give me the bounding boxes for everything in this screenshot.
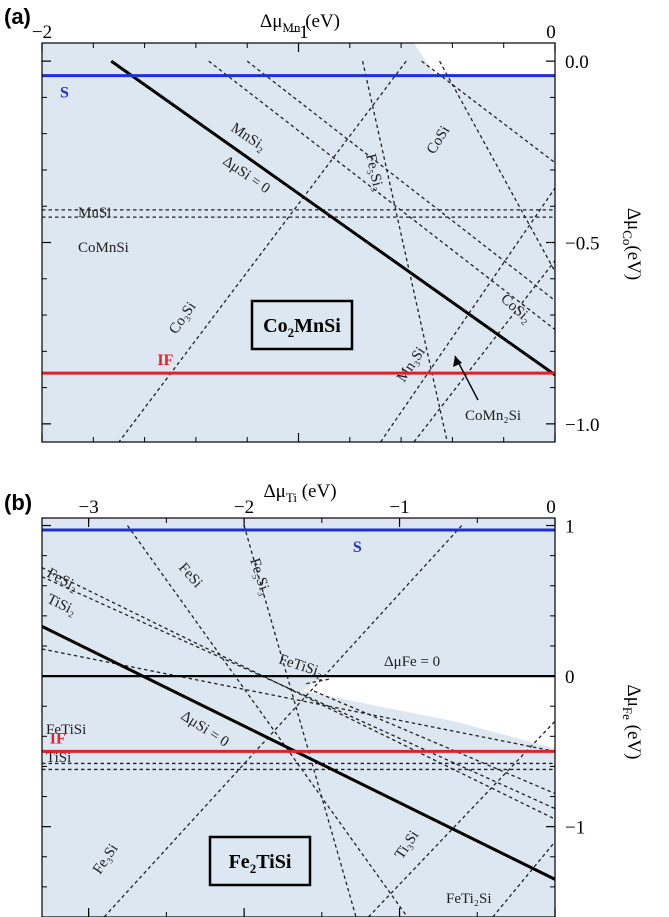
- stable-region: [42, 43, 555, 442]
- si-zero-line: [42, 625, 555, 881]
- x-tick-label: −2: [234, 497, 254, 518]
- x-tick-label: −3: [79, 497, 99, 518]
- y-tick-label: 0.0: [565, 52, 589, 73]
- boundary-line-cosi: [413, 260, 555, 442]
- boundary-line-cosi: [118, 60, 407, 442]
- compound-label: Co2MnSi: [263, 315, 341, 340]
- plot-frame: [41, 517, 556, 917]
- annotation-arrowhead: [453, 356, 462, 367]
- x-tick-label: 0: [546, 497, 556, 518]
- panel-b-letter: (b): [4, 490, 32, 515]
- x-tick-label: −2: [32, 22, 52, 43]
- x-tick-label: −1: [389, 497, 409, 518]
- boundary-label: MnSi: [78, 205, 111, 221]
- panel-a-x-axis-title: ΔμMn (eV): [260, 11, 340, 35]
- y-tick-label: −0.5: [565, 234, 599, 255]
- y-tick-label: −1.0: [565, 415, 599, 436]
- unstable-region: [303, 676, 555, 749]
- boundary-line-fesi: [361, 60, 448, 442]
- boundary-line-unlabeled2: [42, 648, 555, 753]
- y-tick-label: −1: [565, 818, 585, 839]
- boundary-line-mnsi: [208, 60, 555, 331]
- compound-label-box: [208, 835, 312, 887]
- level-label-s: S: [353, 539, 362, 556]
- boundary-line-unlabeled9: [439, 60, 555, 272]
- annotation-label: CoMn₂Si: [465, 408, 521, 424]
- panel-a-letter: (a): [4, 4, 31, 29]
- boundary-line-cosi: [421, 60, 555, 164]
- boundary-label: FeTiSi: [46, 722, 86, 738]
- level-label-if: IF: [157, 352, 173, 369]
- level-label-if: IF: [50, 730, 66, 747]
- panel-b-x-axis-title: ΔμTi (eV): [263, 481, 336, 505]
- boundary-line-tisi: [42, 576, 555, 810]
- boundary-line-fesi: [126, 525, 408, 917]
- boundary-label: CoMnSi: [78, 240, 129, 256]
- boundary-label: TiSi: [46, 750, 71, 766]
- panel-a-chart: (a) ΔμMn (eV) ΔμCo(eV) MnSiCoMnSiMnSi₂Fe…: [4, 4, 644, 443]
- compound-label: Fe2TiSi: [229, 851, 292, 876]
- si-zero-line: [110, 59, 555, 377]
- boundary-line-fetisi: [313, 690, 555, 795]
- boundary-line-fesi: [42, 567, 555, 820]
- panel-a-y-axis-title: ΔμCo(eV): [620, 208, 644, 280]
- panel-b-y-axis-title: ΔμFe (eV): [620, 685, 644, 760]
- fe-zero-label: ΔμFe = 0: [384, 654, 440, 670]
- boundary-line-fesi: [243, 525, 357, 917]
- panel-b-chart: (b) ΔμTi (eV) ΔμFe (eV) FeSi₂TiSi₂FeTiSi…: [4, 481, 644, 917]
- boundary-line-mnsi: [380, 187, 555, 442]
- boundary-line-fetisi: [492, 841, 555, 917]
- compound-label-box: [250, 299, 354, 351]
- x-tick-label: −1: [288, 22, 308, 43]
- x-tick-label: 0: [546, 22, 556, 43]
- unstable-region: [413, 43, 555, 75]
- y-tick-label: 1: [565, 517, 575, 538]
- level-label-s: S: [60, 85, 69, 102]
- boundary-line-unlabeled10: [306, 678, 330, 685]
- y-tick-label: 0: [565, 667, 575, 688]
- boundary-label: FeTi₂Si: [446, 891, 492, 907]
